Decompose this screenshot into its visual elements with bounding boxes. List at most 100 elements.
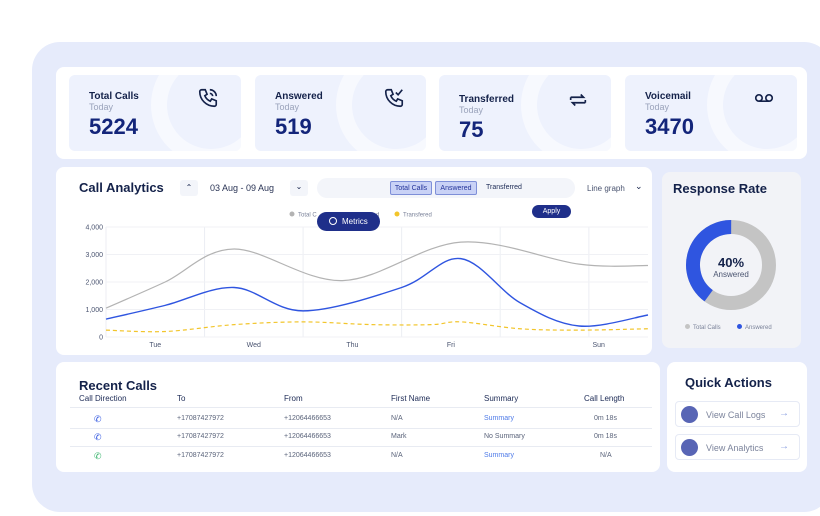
kpi-subtitle: Today <box>89 102 114 112</box>
kpi-value: 519 <box>275 114 312 139</box>
call-analytics-title: Call Analytics <box>79 180 164 195</box>
kpi-card-total-calls[interactable]: Total Calls Today 5224 <box>69 75 241 151</box>
card-decoration <box>336 75 426 151</box>
kpi-title: Answered <box>275 91 323 102</box>
quick-actions-title: Quick Actions <box>685 375 772 390</box>
cell-length: 0m 18s <box>594 415 617 422</box>
arrow-right-icon: → <box>779 408 789 419</box>
legend-label: Total Calls <box>693 325 721 331</box>
chevron-down-icon: ⌄ <box>635 181 643 191</box>
quick-action-label: View Analytics <box>706 443 764 453</box>
legend-answered: Answered <box>737 324 772 331</box>
series-line-answered <box>105 257 649 327</box>
x-tick-label: Fri <box>447 342 456 349</box>
incoming-call-icon: ✆ <box>94 451 102 461</box>
cell-from: +12064466653 <box>284 452 331 459</box>
legend-dot <box>685 324 690 329</box>
segment-answered[interactable]: Answered <box>435 181 477 195</box>
metrics-label: Metrics <box>342 217 368 226</box>
cell-length: 0m 18s <box>594 433 617 440</box>
phone-icon <box>198 88 218 108</box>
cell-to: +17087427972 <box>177 415 224 422</box>
column-header-summary: Summary <box>484 394 519 403</box>
cell-name: N/A <box>391 452 403 459</box>
legend-dot <box>737 324 742 329</box>
kpi-title: Voicemail <box>645 91 691 102</box>
cell-summary[interactable]: Summary <box>484 452 514 459</box>
cell-from: +12064466653 <box>284 415 331 422</box>
x-tick-label: Sun <box>592 342 605 349</box>
legend-label: Answered <box>745 325 772 331</box>
column-header-call-length: Call Length <box>584 394 625 403</box>
voicemail-icon <box>754 93 774 103</box>
cell-length: N/A <box>600 452 612 459</box>
cell-to: +17087427972 <box>177 433 224 440</box>
column-header-direction: Call Direction <box>79 394 127 403</box>
kpi-subtitle: Today <box>459 105 484 115</box>
cell-name: Mark <box>391 433 407 440</box>
legend-dot <box>289 211 295 217</box>
series-line-total-calls <box>105 241 649 309</box>
kpi-card-answered[interactable]: Answered Today 519 <box>255 75 426 151</box>
collapse-button[interactable]: ⌃ <box>180 180 198 196</box>
recent-calls-title: Recent Calls <box>79 378 158 393</box>
kpi-subtitle: Today <box>645 102 670 112</box>
column-header-to: To <box>177 394 186 403</box>
kpi-value: 75 <box>459 117 484 142</box>
response-rate-percent: 40% <box>717 255 745 270</box>
view-call-logs-button[interactable]: View Call Logs → <box>675 401 800 427</box>
clock-icon <box>329 217 337 225</box>
x-tick-label: Thu <box>346 342 358 349</box>
response-rate-title: Response Rate <box>673 181 767 196</box>
date-range-dropdown[interactable]: ⌄ <box>290 180 308 196</box>
kpi-value: 5224 <box>89 114 138 139</box>
table-divider <box>70 446 652 447</box>
legend-total-calls: Total Calls <box>685 324 721 331</box>
outgoing-call-icon: ✆ <box>94 414 102 424</box>
response-rate-caption: Answered <box>713 270 749 279</box>
y-tick-label: 1,000 <box>85 307 103 314</box>
kpi-value: 3470 <box>645 114 694 139</box>
kpi-title: Transferred <box>459 94 515 105</box>
y-tick-label: 0 <box>99 335 103 342</box>
segment-transferred[interactable]: Transferred <box>486 184 522 191</box>
y-tick-label: 3,000 <box>85 252 103 259</box>
kpi-title: Total Calls <box>89 91 139 102</box>
view-analytics-button[interactable]: View Analytics → <box>675 434 800 460</box>
table-divider <box>70 407 652 408</box>
outgoing-call-icon: ✆ <box>94 432 102 442</box>
cell-summary[interactable]: Summary <box>484 415 514 422</box>
y-tick-label: 4,000 <box>85 225 103 232</box>
legend-dot <box>394 211 400 217</box>
x-tick-label: Wed <box>247 342 261 349</box>
card-decoration <box>521 75 611 151</box>
kpi-subtitle: Today <box>275 102 300 112</box>
recent-calls-panel <box>56 362 660 472</box>
kpi-card-voicemail[interactable]: Voicemail Today 3470 <box>625 75 797 151</box>
legend-label: Total C <box>298 213 317 219</box>
phone-check-icon <box>384 88 404 108</box>
date-range-label[interactable]: 03 Aug - 09 Aug <box>210 183 275 193</box>
cell-from: +12064466653 <box>284 433 331 440</box>
table-divider <box>70 428 652 429</box>
x-tick-label: Tue <box>149 342 161 349</box>
legend-label: Transfered <box>403 213 432 219</box>
response-rate-panel <box>662 172 801 348</box>
series-line-transferred <box>105 321 649 333</box>
metrics-button[interactable]: Metrics <box>317 212 380 231</box>
call-log-icon <box>681 406 698 423</box>
kpi-card-transferred[interactable]: Transferred Today 75 <box>439 75 611 151</box>
column-header-from: From <box>284 394 303 403</box>
analytics-icon <box>681 439 698 456</box>
segment-total-calls[interactable]: Total Calls <box>390 181 432 195</box>
column-header-first-name: First Name <box>391 394 431 403</box>
apply-button[interactable]: Apply <box>532 205 571 218</box>
chart-type-label: Line graph <box>587 184 625 193</box>
cell-to: +17087427972 <box>177 452 224 459</box>
response-rate-donut <box>686 220 776 310</box>
chart-type-select[interactable]: Line graph ⌄ <box>585 181 651 195</box>
cell-name: N/A <box>391 415 403 422</box>
card-decoration <box>707 75 797 151</box>
cell-summary: No Summary <box>484 433 525 440</box>
card-decoration <box>151 75 241 151</box>
